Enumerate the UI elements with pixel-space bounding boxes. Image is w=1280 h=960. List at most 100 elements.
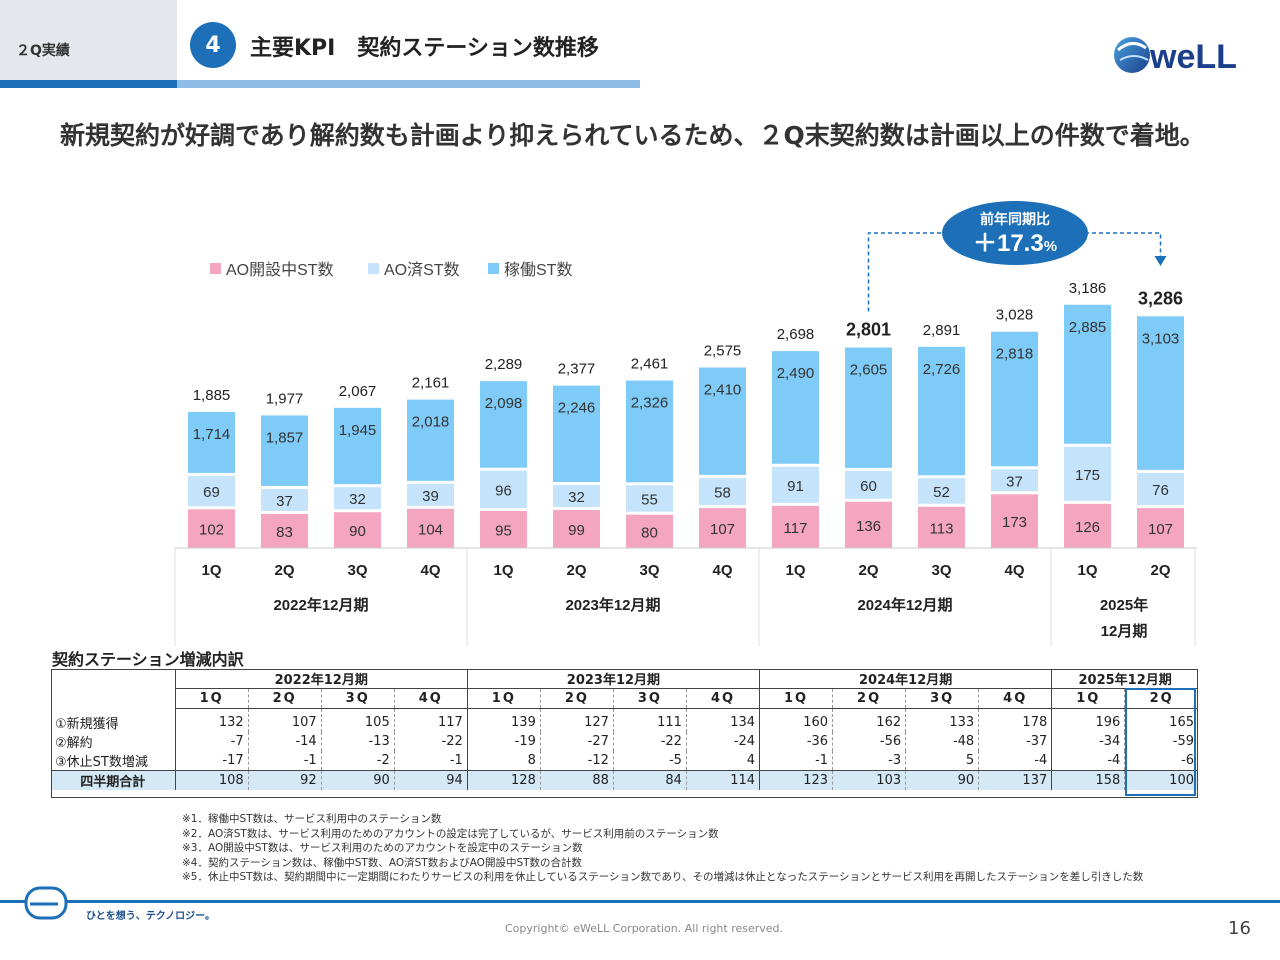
bar-value-label: 91 bbox=[787, 478, 804, 495]
callout-arrow-icon bbox=[1154, 256, 1167, 266]
bar-value-label: 99 bbox=[568, 522, 585, 539]
table-quarter-header: 3Q bbox=[612, 688, 687, 709]
legend-swatch bbox=[488, 263, 499, 274]
bar-value-label: 69 bbox=[203, 484, 220, 501]
table-cell: -6 bbox=[1124, 751, 1198, 771]
table-cell: -7 bbox=[174, 732, 249, 751]
table-cell: -17 bbox=[174, 751, 249, 771]
table-cell: -12 bbox=[539, 751, 614, 771]
table-row-label: ②解約 bbox=[55, 736, 93, 751]
table-cell: 123 bbox=[759, 770, 833, 790]
header-bar-light bbox=[177, 80, 640, 88]
table-year-header: 2024年12月期 bbox=[759, 669, 1052, 689]
footer-slogan: ひとを想う、テクノロジー。 bbox=[86, 911, 215, 922]
bar-total-label: 2,067 bbox=[339, 383, 377, 400]
bar-segment-ao_opening bbox=[845, 501, 892, 548]
table-cell: 111 bbox=[612, 708, 687, 732]
table-cell: -3 bbox=[832, 751, 906, 771]
table-cell: 134 bbox=[685, 708, 760, 732]
bar-value-label: 96 bbox=[495, 482, 512, 499]
table-cell: 162 bbox=[832, 708, 906, 732]
bar-segment-ao_done bbox=[772, 466, 819, 503]
footer-logo-mark-icon bbox=[24, 886, 68, 920]
bar-value-label: 37 bbox=[276, 493, 293, 510]
bar-value-label: 3,103 bbox=[1142, 330, 1180, 347]
table-cell: 100 bbox=[1124, 770, 1198, 790]
callout-connector-left bbox=[867, 232, 945, 312]
table-cell: 92 bbox=[247, 770, 322, 790]
bar-segment-active bbox=[1137, 316, 1184, 470]
table-cell: 137 bbox=[978, 770, 1052, 790]
bar-value-label: 113 bbox=[930, 520, 954, 537]
table-row: ①新規獲得 132 107 105 117 139 127 111 134 160 162 133 17… bbox=[51, 708, 1198, 732]
table-cell: -34 bbox=[1051, 732, 1125, 751]
bar-value-label: 2,726 bbox=[923, 361, 961, 378]
table-cell: -22 bbox=[393, 732, 468, 751]
chart-legend: AO開設中ST数 AO済ST数 稼働ST数 bbox=[210, 261, 572, 279]
legend-label: AO開設中ST数 bbox=[226, 261, 334, 279]
bar-value-label: 83 bbox=[276, 524, 293, 541]
bar-segment-active bbox=[407, 399, 454, 481]
table-quarter-header: 2Q bbox=[1124, 688, 1198, 709]
table-row: ②解約 -7 -14 -13 -22 -19 -27 -22 -24 -36 -56 -48 -37 -3… bbox=[51, 732, 1198, 751]
bar-value-label: 95 bbox=[495, 522, 512, 539]
bar-segment-active bbox=[845, 347, 892, 468]
footer-line bbox=[0, 900, 1280, 903]
bar-segment-active bbox=[991, 331, 1038, 467]
table-year-header: 2022年12月期 bbox=[174, 669, 468, 689]
bar-segment-ao_opening bbox=[261, 513, 308, 548]
bar-value-label: 175 bbox=[1075, 467, 1100, 484]
table-cell: -56 bbox=[832, 732, 906, 751]
bar-value-label: 102 bbox=[199, 522, 224, 539]
table-cell: -36 bbox=[759, 732, 833, 751]
table-cell: -24 bbox=[685, 732, 760, 751]
bar-value-label: 2,326 bbox=[631, 395, 669, 412]
lead-statement: 新規契約が好調であり解約数も計画より抑えられているため、２Q末契約数は計画以上の… bbox=[60, 121, 1205, 150]
table-cell: -37 bbox=[978, 732, 1052, 751]
bar-value-label: 173 bbox=[1002, 514, 1027, 531]
table-corner-cell bbox=[51, 669, 175, 709]
footnote-line: ※2．AO済ST数は、サービス利用のためのアカウントの設定は完了しているが、サー… bbox=[182, 827, 719, 840]
bar-value-label: 2,098 bbox=[485, 395, 523, 412]
table-cell: -14 bbox=[247, 732, 322, 751]
x-group-label: 2023年12月期 bbox=[565, 596, 660, 614]
bar-total-label: 3,186 bbox=[1069, 280, 1107, 297]
table-cell: 165 bbox=[1124, 708, 1198, 732]
bar-segment-active bbox=[188, 411, 235, 473]
bar-value-label: 126 bbox=[1075, 519, 1100, 536]
x-tick-label: 3Q bbox=[639, 562, 659, 579]
breakdown-title: 契約ステーション増減内訳 bbox=[52, 650, 244, 669]
bar-segment-active bbox=[553, 385, 600, 483]
table-total-row: 四半期合計 108 92 90 94 128 88 84 114 123 103 90 137 158 10… bbox=[51, 770, 1198, 790]
bar-segment-ao_done bbox=[626, 485, 673, 512]
bar-total-label: 2,801 bbox=[846, 320, 891, 340]
bar-value-label: 2,490 bbox=[777, 365, 815, 382]
bar-segment-ao_opening bbox=[991, 494, 1038, 548]
table-cell: -59 bbox=[1124, 732, 1198, 751]
table-cell: -5 bbox=[612, 751, 687, 771]
bar-segment-ao_done bbox=[699, 477, 746, 506]
table-cell: 133 bbox=[905, 708, 979, 732]
x-group-label: 2025年 bbox=[1100, 596, 1148, 614]
bar-value-label: 136 bbox=[856, 518, 881, 535]
bar-segment-ao_opening bbox=[188, 509, 235, 548]
bar-segment-active bbox=[261, 415, 308, 486]
table-quarter-header: 1Q bbox=[174, 688, 249, 709]
table-row-label: 四半期合計 bbox=[51, 770, 176, 790]
table-cell: -48 bbox=[905, 732, 979, 751]
bar-segment-ao_opening bbox=[1137, 508, 1184, 548]
bar-segment-ao_opening bbox=[918, 506, 965, 548]
table-cell: -4 bbox=[978, 751, 1052, 771]
footnote-line: ※1．稼働中ST数は、サービス利用中のステーション数 bbox=[182, 813, 442, 825]
table-cell: 4 bbox=[685, 751, 760, 771]
table-quarter-header: 3Q bbox=[320, 688, 395, 709]
x-group-label: 2024年12月期 bbox=[857, 596, 952, 614]
x-tick-label: 1Q bbox=[1077, 562, 1097, 579]
callout-ellipse bbox=[942, 201, 1088, 265]
bar-value-label: 58 bbox=[714, 484, 731, 501]
svg-text:weLL: weLL bbox=[1149, 38, 1237, 76]
table-quarter-header: 4Q bbox=[393, 688, 468, 709]
bar-segment-ao_done bbox=[480, 470, 527, 508]
callout-label: 前年同期比 bbox=[980, 211, 1050, 227]
chart-bars: 102 69 1,714 1,885 83 37 1,857 1,977 90 32 1,945 2,… bbox=[188, 280, 1184, 548]
